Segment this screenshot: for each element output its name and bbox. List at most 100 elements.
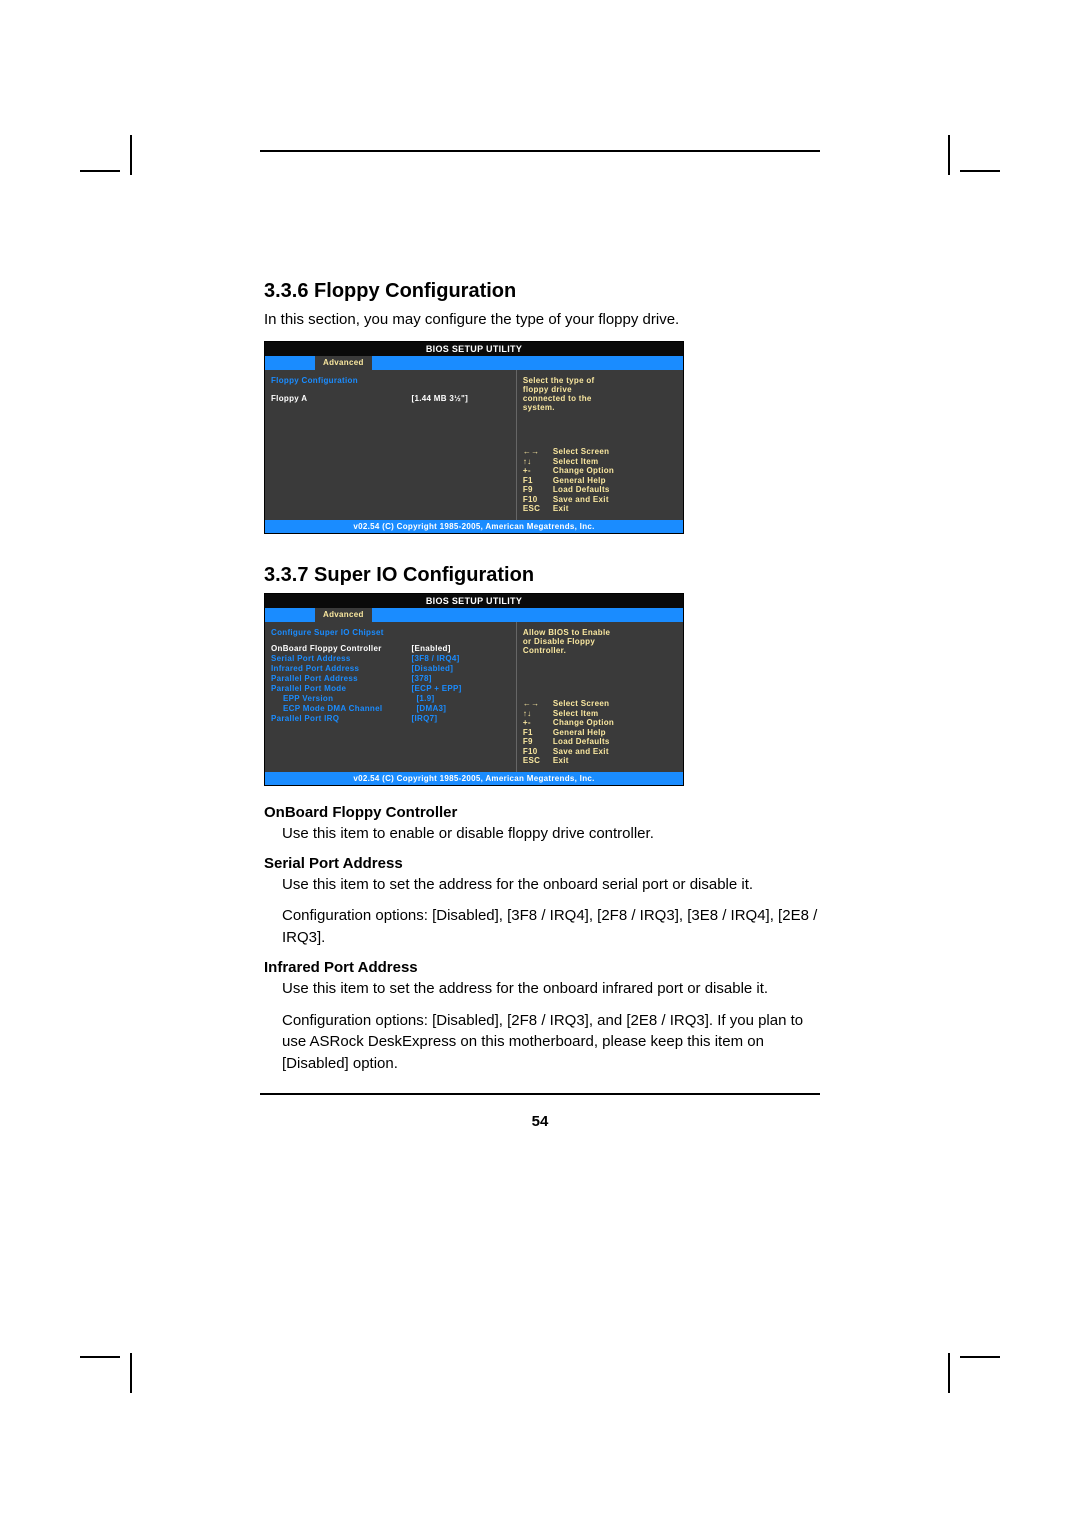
bios-tabbar: Advanced <box>265 356 683 370</box>
bios-setting-label: Floppy A <box>271 394 412 403</box>
bios-setting-row: Parallel Port Mode[ECP + EPP] <box>271 684 510 693</box>
bios-help-key-row: F9Load Defaults <box>523 485 677 494</box>
crop-mark <box>960 170 1000 172</box>
bios-help-key-text: General Help <box>553 728 606 737</box>
bios-help-key: F10 <box>523 747 553 756</box>
bios-help-line: Select the type of <box>523 376 677 385</box>
bios-setting-label: Infrared Port Address <box>271 664 412 673</box>
crop-mark <box>948 1353 950 1393</box>
bios-setting-value: [Disabled] <box>412 664 510 673</box>
bios-help-key: F10 <box>523 495 553 504</box>
setting-description: Use this item to enable or disable flopp… <box>282 823 820 845</box>
bios-help-keys: ←→Select Screen↑↓Select Item+-Change Opt… <box>523 699 677 766</box>
bios-setting-value: [1.44 MB 3½"] <box>412 394 510 403</box>
bios-help-key-row: F9Load Defaults <box>523 737 677 746</box>
bios-help-line: or Disable Floppy <box>523 637 677 646</box>
bios-help-line: Controller. <box>523 646 677 655</box>
bios-help-key: +- <box>523 466 553 475</box>
bios-help-key-text: Load Defaults <box>553 485 610 494</box>
bios-setting-label: ECP Mode DMA Channel <box>271 704 416 713</box>
setting-heading: Infrared Port Address <box>264 959 820 976</box>
setting-description: Configuration options: [Disabled], [3F8 … <box>282 905 820 949</box>
descriptions-block: OnBoard Floppy Controller Use this item t… <box>260 804 820 1075</box>
bios-setting-value: [378] <box>412 674 510 683</box>
setting-description: Use this item to set the address for the… <box>282 978 820 1000</box>
bios-help-key: ESC <box>523 504 553 513</box>
bios-help-key: F9 <box>523 737 553 746</box>
content-area: 3.3.6 Floppy Configuration In this secti… <box>260 192 820 1130</box>
bios-help-line: system. <box>523 403 677 412</box>
bios-setting-value: [1.9] <box>416 694 509 703</box>
bios-setting-row: Parallel Port IRQ[IRQ7] <box>271 714 510 723</box>
bios-help-key-text: Select Item <box>553 709 599 718</box>
bios-setting-value: [DMA3] <box>416 704 509 713</box>
bios-header: BIOS SETUP UTILITY <box>265 342 683 356</box>
bios-help-line: Allow BIOS to Enable <box>523 628 677 637</box>
bios-help-key-row: F10Save and Exit <box>523 747 677 756</box>
bios-body: Floppy Configuration Floppy A[1.44 MB 3½… <box>265 370 683 520</box>
bios-setting-value: [3F8 / IRQ4] <box>412 654 510 663</box>
bios-right-panel: Select the type offloppy driveconnected … <box>517 370 683 520</box>
bios-help-key-text: Select Item <box>553 457 599 466</box>
bios-help-key: ↑↓ <box>523 457 553 466</box>
bios-panel-title: Floppy Configuration <box>271 376 510 385</box>
setting-description: Use this item to set the address for the… <box>282 874 820 896</box>
section-title-floppy: 3.3.6 Floppy Configuration <box>264 280 820 303</box>
bios-left-panel: Floppy Configuration Floppy A[1.44 MB 3½… <box>265 370 517 520</box>
bios-help-key: ESC <box>523 756 553 765</box>
bios-screenshot-superio: BIOS SETUP UTILITY Advanced Configure Su… <box>264 593 684 786</box>
top-rule <box>260 150 820 152</box>
crop-mark <box>960 1356 1000 1358</box>
bios-footer: v02.54 (C) Copyright 1985-2005, American… <box>265 520 683 533</box>
bios-setting-row: Infrared Port Address[Disabled] <box>271 664 510 673</box>
bios-help-key-row: ←→Select Screen <box>523 447 677 456</box>
setting-heading: Serial Port Address <box>264 855 820 872</box>
bios-screenshot-floppy: BIOS SETUP UTILITY Advanced Floppy Confi… <box>264 341 684 534</box>
bios-help-key: F1 <box>523 728 553 737</box>
bios-help-key-text: Exit <box>553 504 569 513</box>
bios-right-panel: Allow BIOS to Enableor Disable FloppyCon… <box>517 622 683 772</box>
bottom-rule <box>260 1093 820 1095</box>
bios-setting-row: Floppy A[1.44 MB 3½"] <box>271 394 510 403</box>
section-title-superio: 3.3.7 Super IO Configuration <box>264 564 820 587</box>
crop-mark <box>130 135 132 175</box>
setting-description: Configuration options: [Disabled], [2F8 … <box>282 1010 820 1075</box>
bios-setting-label: Serial Port Address <box>271 654 412 663</box>
bios-help-key-text: Save and Exit <box>553 495 609 504</box>
bios-help-key-text: Select Screen <box>553 699 609 708</box>
bios-help-key-text: Change Option <box>553 718 614 727</box>
bios-help-key: +- <box>523 718 553 727</box>
bios-help-text: Select the type offloppy driveconnected … <box>523 376 677 412</box>
bios-setting-label: Parallel Port Address <box>271 674 412 683</box>
bios-help-keys: ←→Select Screen↑↓Select Item+-Change Opt… <box>523 447 677 514</box>
bios-help-key-text: Select Screen <box>553 447 609 456</box>
bios-help-key: ↑↓ <box>523 709 553 718</box>
bios-help-key-text: Save and Exit <box>553 747 609 756</box>
bios-help-key-text: General Help <box>553 476 606 485</box>
bios-help-text: Allow BIOS to Enableor Disable FloppyCon… <box>523 628 677 655</box>
bios-setting-label: Parallel Port IRQ <box>271 714 412 723</box>
bios-help-key-row: ESCExit <box>523 504 677 513</box>
bios-help-key-row: ↑↓Select Item <box>523 457 677 466</box>
bios-help-key: ←→ <box>523 447 553 456</box>
bios-help-line: floppy drive <box>523 385 677 394</box>
document-page: 3.3.6 Floppy Configuration In this secti… <box>0 0 1080 1528</box>
bios-tabbar: Advanced <box>265 608 683 622</box>
bios-footer: v02.54 (C) Copyright 1985-2005, American… <box>265 772 683 785</box>
bios-help-key-row: +-Change Option <box>523 466 677 475</box>
page-number: 54 <box>260 1113 820 1130</box>
bios-left-panel: Configure Super IO Chipset OnBoard Flopp… <box>265 622 517 772</box>
bios-setting-label: EPP Version <box>271 694 416 703</box>
bios-help-line: connected to the <box>523 394 677 403</box>
bios-setting-label: OnBoard Floppy Controller <box>271 644 412 653</box>
crop-mark <box>130 1353 132 1393</box>
bios-header: BIOS SETUP UTILITY <box>265 594 683 608</box>
bios-setting-value: [Enabled] <box>412 644 510 653</box>
bios-help-key: F9 <box>523 485 553 494</box>
bios-help-key-text: Exit <box>553 756 569 765</box>
bios-tab-advanced: Advanced <box>315 356 372 370</box>
setting-heading: OnBoard Floppy Controller <box>264 804 820 821</box>
bios-setting-row: EPP Version[1.9] <box>271 694 510 703</box>
bios-setting-row: Serial Port Address[3F8 / IRQ4] <box>271 654 510 663</box>
bios-help-key-row: F10Save and Exit <box>523 495 677 504</box>
